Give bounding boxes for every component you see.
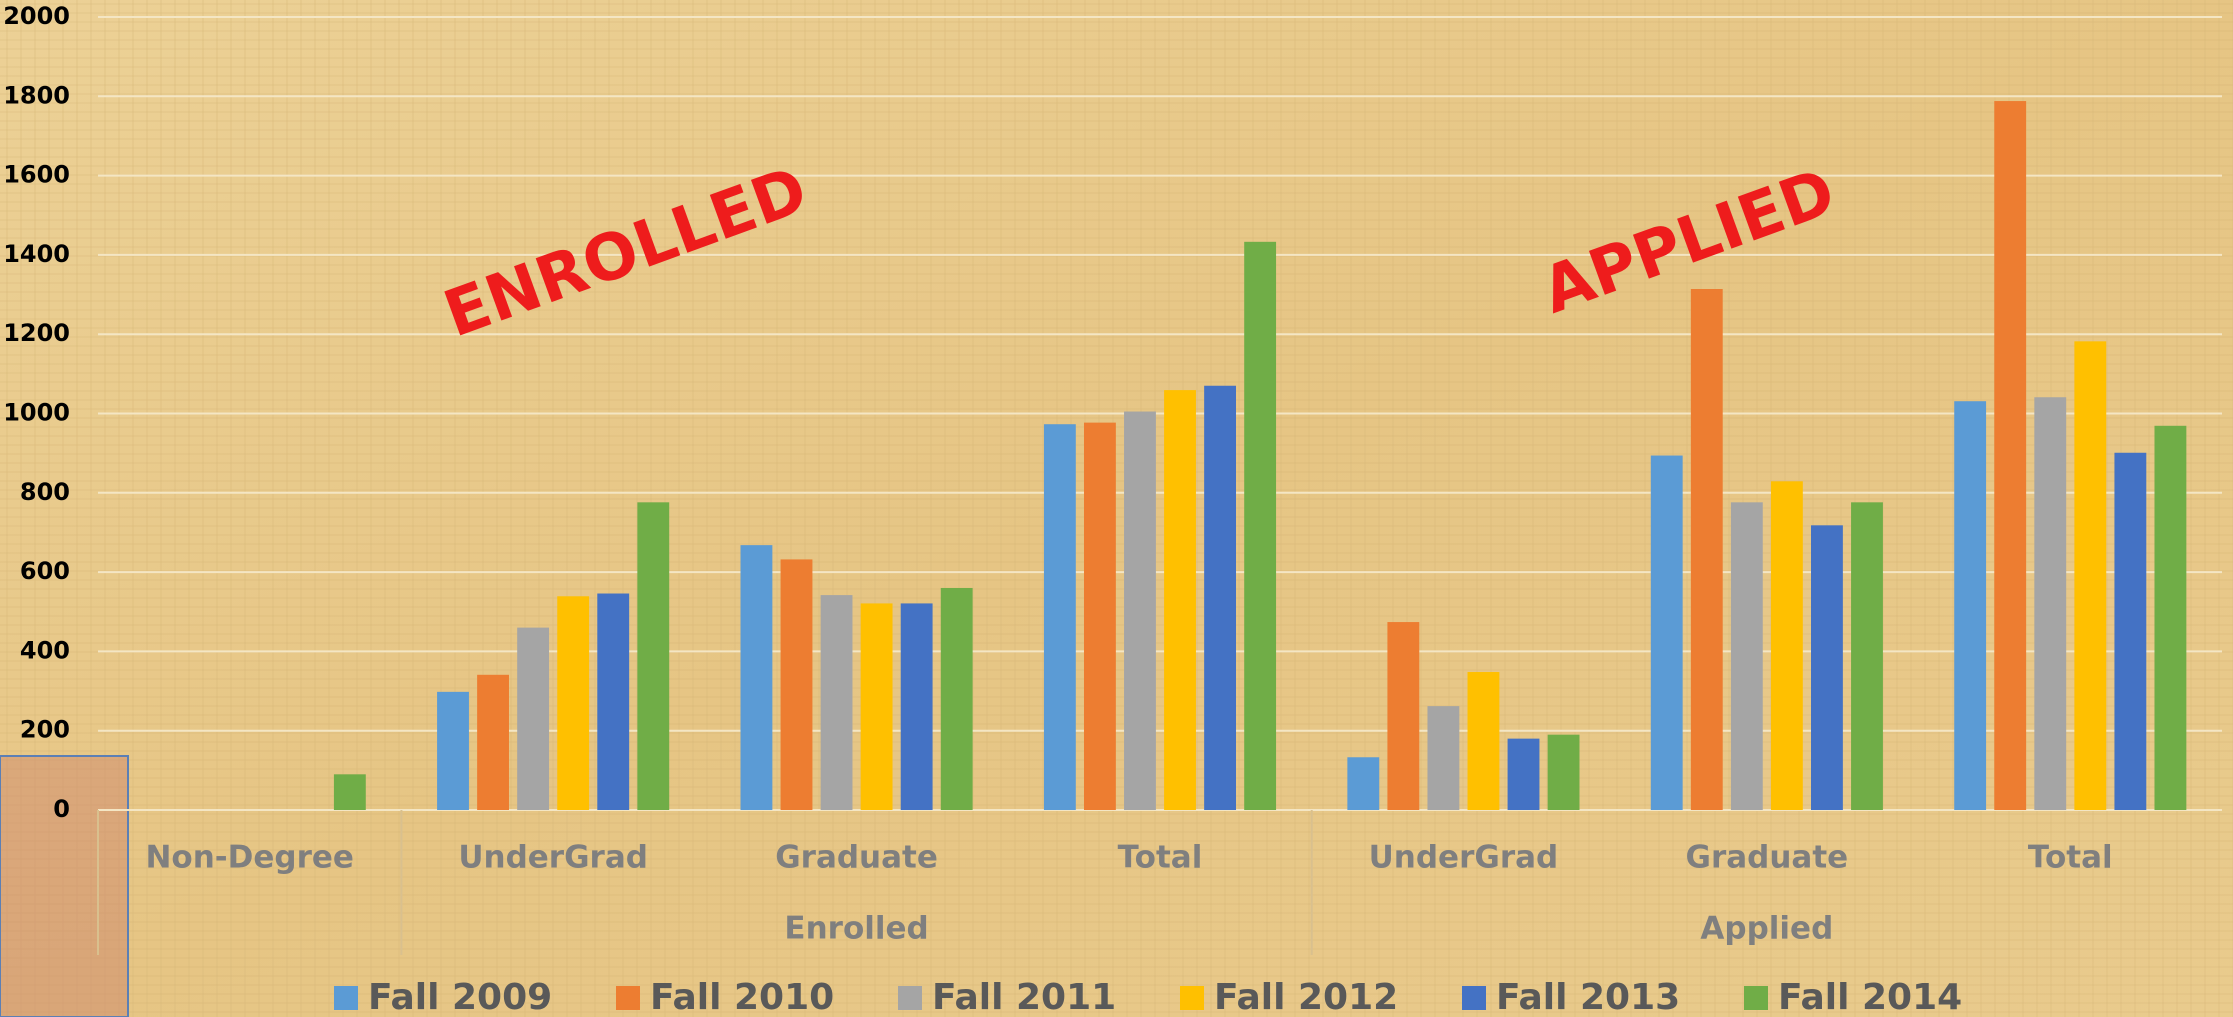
- bar: [2114, 452, 2147, 810]
- group-label: Enrolled: [784, 911, 928, 947]
- x-tick-label: Total: [2028, 840, 2113, 876]
- x-tick-label: Total: [1118, 840, 1203, 876]
- bar: [2034, 397, 2067, 810]
- bar: [1427, 706, 1460, 810]
- bar: [2074, 341, 2107, 810]
- legend-label: Fall 2013: [1496, 977, 1680, 1017]
- y-tick-label: 1200: [3, 319, 70, 347]
- bar: [333, 774, 366, 810]
- legend-label: Fall 2009: [368, 977, 552, 1017]
- bar: [1204, 385, 1237, 810]
- bar: [1547, 734, 1580, 810]
- group-label: Applied: [1700, 911, 1833, 947]
- legend-label: Fall 2010: [650, 977, 834, 1017]
- legend-label: Fall 2011: [932, 977, 1116, 1017]
- x-tick-label: Graduate: [775, 840, 938, 876]
- y-tick-label: 1000: [3, 399, 70, 427]
- bar: [1730, 502, 1763, 810]
- bar: [1347, 757, 1380, 810]
- bar: [940, 587, 973, 810]
- y-tick-label: 400: [20, 636, 70, 664]
- y-tick-label: 800: [20, 478, 70, 506]
- bar: [1083, 422, 1116, 810]
- x-tick-label: Non-Degree: [145, 840, 353, 876]
- y-tick-label: 200: [20, 716, 70, 744]
- bar: [1954, 401, 1987, 810]
- bar: [860, 603, 893, 810]
- y-tick-label: 1600: [3, 161, 70, 189]
- y-tick-label: 1800: [3, 81, 70, 109]
- legend-swatch: [1462, 986, 1486, 1010]
- legend-swatch: [334, 986, 358, 1010]
- bar: [1164, 390, 1196, 810]
- bar: [1507, 738, 1540, 810]
- bar: [437, 691, 469, 810]
- bar: [900, 603, 933, 810]
- y-tick-label: 2000: [3, 2, 70, 30]
- x-tick-label: UnderGrad: [458, 840, 648, 876]
- bar: [740, 545, 773, 810]
- legend-label: Fall 2014: [1778, 977, 1962, 1017]
- bar: [1811, 525, 1843, 810]
- bar: [517, 627, 550, 810]
- bar: [477, 674, 509, 810]
- bar: [780, 559, 813, 810]
- bar: [2154, 425, 2187, 810]
- bar: [1994, 101, 2027, 811]
- x-tick-label: UnderGrad: [1369, 840, 1559, 876]
- legend-swatch: [616, 986, 640, 1010]
- bar: [1124, 411, 1156, 810]
- bar: [820, 595, 853, 810]
- bar: [1690, 288, 1723, 810]
- bar: [597, 593, 630, 810]
- bar: [637, 502, 670, 810]
- y-tick-label: 0: [53, 795, 70, 823]
- bar: [1650, 455, 1683, 810]
- bar: [557, 596, 590, 810]
- x-tick-label: Graduate: [1686, 840, 1849, 876]
- legend-swatch: [898, 986, 922, 1010]
- legend-swatch: [1180, 986, 1204, 1010]
- legend-swatch: [1744, 986, 1768, 1010]
- bar: [1770, 481, 1803, 810]
- y-tick-label: 600: [20, 557, 70, 585]
- bar: [1043, 424, 1076, 810]
- bar: [1387, 622, 1420, 810]
- bar: [1851, 502, 1883, 810]
- bar: [1467, 672, 1500, 810]
- bar: [1244, 241, 1277, 811]
- logo: [0, 755, 129, 1017]
- y-tick-label: 1400: [3, 240, 70, 268]
- legend-label: Fall 2012: [1214, 977, 1398, 1017]
